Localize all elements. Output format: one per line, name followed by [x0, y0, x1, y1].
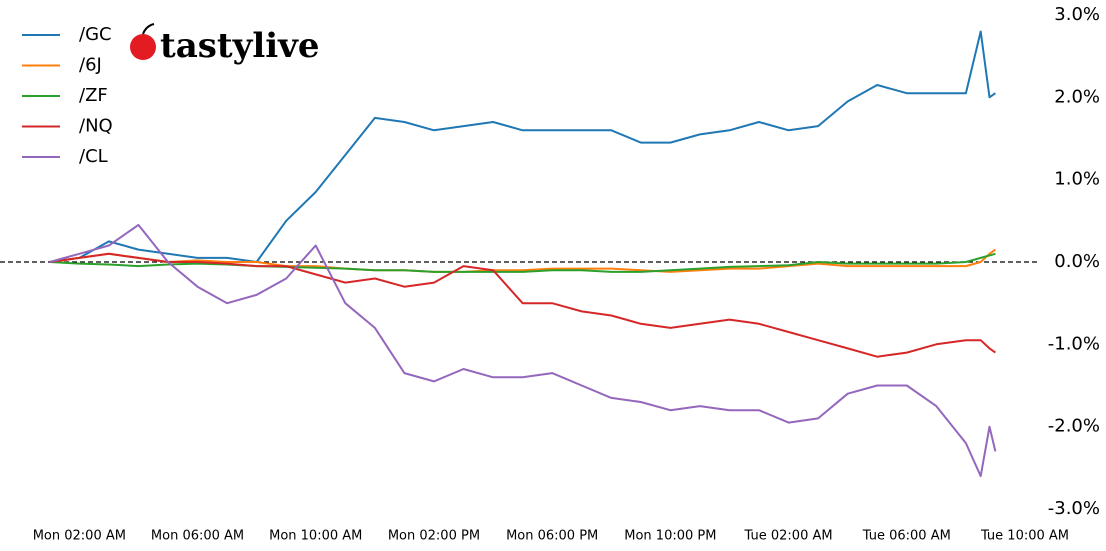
logo-icon	[130, 34, 156, 60]
y-tick-label: 3.0%	[1054, 4, 1100, 25]
y-tick-label: 1.0%	[1054, 169, 1100, 190]
series-line	[49, 252, 996, 358]
x-tick-label: Mon 02:00 PM	[388, 529, 480, 544]
series-line	[49, 223, 997, 478]
x-tick-label: Mon 06:00 AM	[151, 529, 244, 544]
series-line	[49, 252, 996, 273]
legend-label: /CL	[79, 146, 108, 167]
logo-text: tastylive	[160, 26, 320, 66]
y-tick-label: -3.0%	[1048, 498, 1100, 519]
x-tick-label: Mon 02:00 AM	[33, 529, 126, 544]
plot: 3.0% 2.0% 1.0% 0.0% -1.0% -2.0% -3.0% Mon 02:00…	[0, 4, 1100, 544]
legend-label: /6J	[79, 55, 102, 76]
y-tick-label: -1.0%	[1048, 333, 1100, 354]
y-tick-label: 0.0%	[1054, 251, 1100, 272]
y-tick-label: -2.0%	[1048, 416, 1100, 437]
logo: tastylive	[130, 23, 320, 66]
y-tick-label: 2.0%	[1054, 86, 1100, 107]
legend-label: /ZF	[79, 85, 108, 106]
x-tick-label: Tue 10:00 AM	[980, 529, 1069, 544]
x-tick-label: Mon 10:00 PM	[624, 529, 716, 544]
series-line	[49, 30, 996, 263]
x-tick-label: Mon 06:00 PM	[506, 529, 598, 544]
legend-label: /GC	[79, 24, 112, 45]
logo-stem	[142, 23, 155, 35]
series-line	[49, 248, 996, 273]
x-tick-label: Mon 10:00 AM	[269, 529, 362, 544]
legend-label: /NQ	[79, 116, 113, 137]
x-tick-label: Tue 02:00 AM	[744, 529, 833, 544]
x-tick-label: Tue 06:00 AM	[862, 529, 951, 544]
